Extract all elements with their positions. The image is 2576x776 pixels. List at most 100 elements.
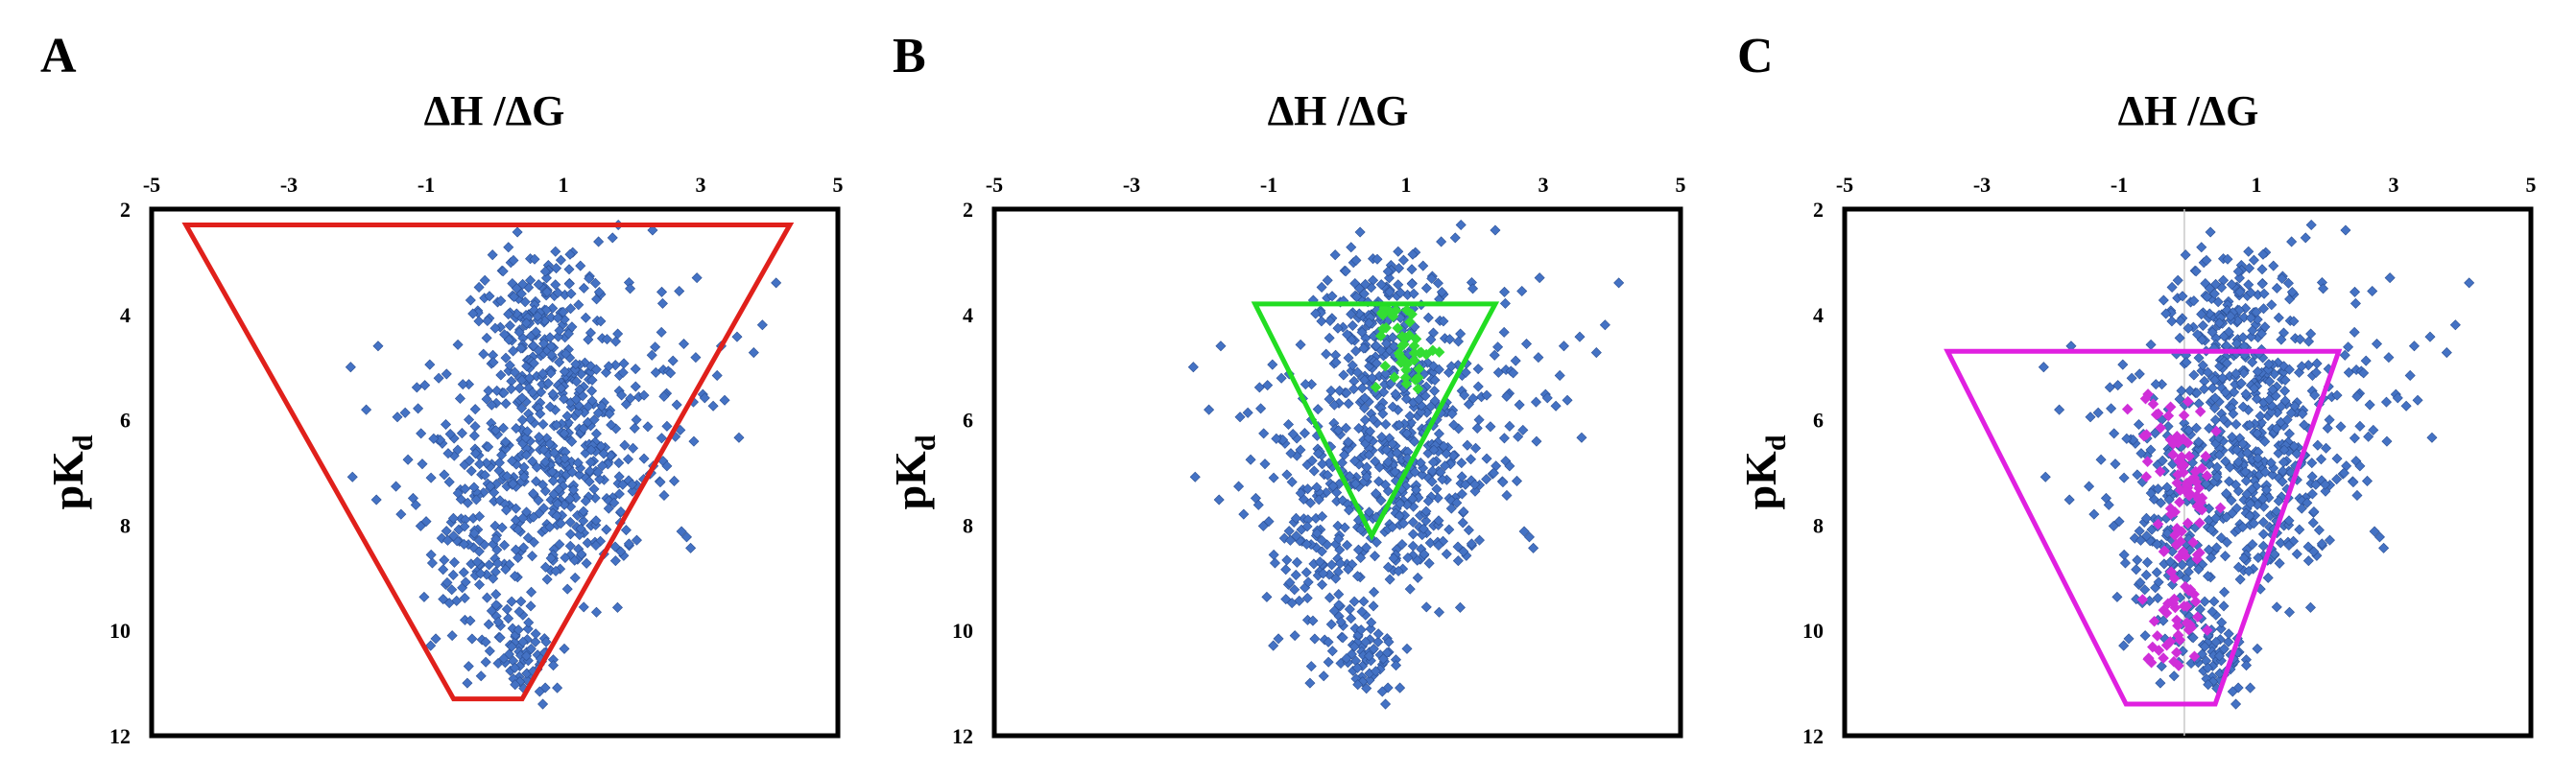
data-point	[2158, 615, 2169, 626]
data-point	[2193, 352, 2205, 364]
data-point	[2121, 433, 2133, 444]
data-point	[2118, 640, 2130, 651]
highlight-point	[2147, 398, 2159, 411]
data-point	[583, 334, 594, 345]
data-point	[532, 311, 543, 322]
highlight-point	[2170, 539, 2182, 552]
data-point	[2232, 457, 2244, 468]
data-point	[2257, 248, 2269, 260]
highlight-point	[2168, 593, 2181, 605]
data-point	[2241, 660, 2253, 671]
data-point	[2279, 386, 2291, 397]
highlight-point	[1380, 321, 1392, 334]
data-point	[345, 362, 356, 373]
data-point	[603, 361, 614, 372]
data-point	[576, 368, 587, 380]
data-point	[566, 466, 578, 478]
data-point	[474, 578, 486, 591]
data-point	[483, 385, 494, 396]
data-point	[1348, 596, 1360, 607]
data-point	[622, 454, 634, 465]
highlight-point	[1374, 330, 1387, 342]
highlight-point	[2210, 425, 2222, 437]
data-point	[667, 355, 679, 366]
data-point	[1433, 540, 1444, 552]
data-point	[2258, 288, 2270, 299]
data-point	[1425, 334, 1437, 345]
data-point	[483, 619, 494, 630]
data-point	[2190, 266, 2202, 277]
data-point	[2176, 385, 2187, 396]
data-point	[2213, 449, 2225, 460]
data-point	[2232, 561, 2244, 573]
data-point	[756, 319, 768, 331]
data-point	[1465, 454, 1477, 465]
highlight-point	[2171, 614, 2182, 626]
data-point	[2220, 387, 2231, 398]
data-point	[2286, 236, 2298, 247]
data-point	[2156, 379, 2168, 390]
data-point	[2203, 679, 2214, 691]
data-point	[1562, 394, 1573, 406]
data-point	[2227, 686, 2238, 697]
data-point	[458, 538, 470, 550]
data-point	[584, 272, 595, 284]
data-point	[2205, 226, 2216, 238]
data-point	[547, 654, 559, 666]
data-point	[2238, 367, 2250, 379]
data-point	[1472, 364, 1484, 375]
data-point	[346, 471, 358, 482]
data-point	[513, 326, 525, 338]
data-point	[1436, 236, 1447, 247]
data-point	[2220, 456, 2231, 467]
data-point	[507, 456, 518, 467]
data-point	[2135, 448, 2147, 459]
data-point	[2252, 365, 2263, 377]
data-point	[473, 546, 485, 557]
data-point	[500, 352, 512, 364]
data-point	[550, 279, 561, 291]
data-point	[513, 383, 525, 394]
data-point	[2213, 650, 2225, 662]
data-point	[2259, 466, 2271, 478]
data-point	[2313, 525, 2325, 536]
data-point	[584, 457, 596, 468]
data-point	[2277, 272, 2288, 284]
data-point	[1438, 316, 1449, 327]
highlight-point	[2201, 470, 2213, 482]
data-point	[1337, 632, 1348, 644]
data-point	[1501, 390, 1513, 402]
data-point	[2378, 542, 2390, 553]
data-point	[1330, 357, 1342, 368]
x-tick-label: -5	[986, 173, 1003, 197]
data-point	[1268, 640, 1279, 651]
data-point	[2267, 384, 2278, 395]
highlight-point	[2158, 652, 2169, 664]
data-point	[2261, 484, 2273, 496]
data-point	[711, 369, 723, 381]
data-point	[1407, 516, 1419, 528]
data-point	[2181, 357, 2192, 368]
x-tick-label: 3	[2389, 173, 2399, 197]
highlight-point	[2191, 549, 2204, 561]
x-tick-label: 5	[833, 173, 844, 197]
data-point	[2358, 367, 2370, 379]
data-point	[525, 413, 537, 425]
data-point	[1344, 470, 1355, 482]
data-point	[2277, 476, 2288, 487]
data-point	[2155, 497, 2166, 508]
data-point	[508, 254, 519, 266]
data-point	[571, 376, 583, 388]
data-point	[1511, 475, 1523, 486]
data-point	[631, 534, 642, 546]
data-point	[530, 628, 541, 640]
data-point	[495, 369, 507, 381]
data-point	[1454, 601, 1466, 613]
data-point	[1333, 600, 1345, 611]
data-point	[2216, 617, 2228, 628]
data-point	[2249, 383, 2260, 394]
data-point	[2273, 495, 2284, 506]
data-point	[2252, 643, 2263, 654]
data-point	[2202, 366, 2213, 378]
data-point	[601, 524, 612, 535]
